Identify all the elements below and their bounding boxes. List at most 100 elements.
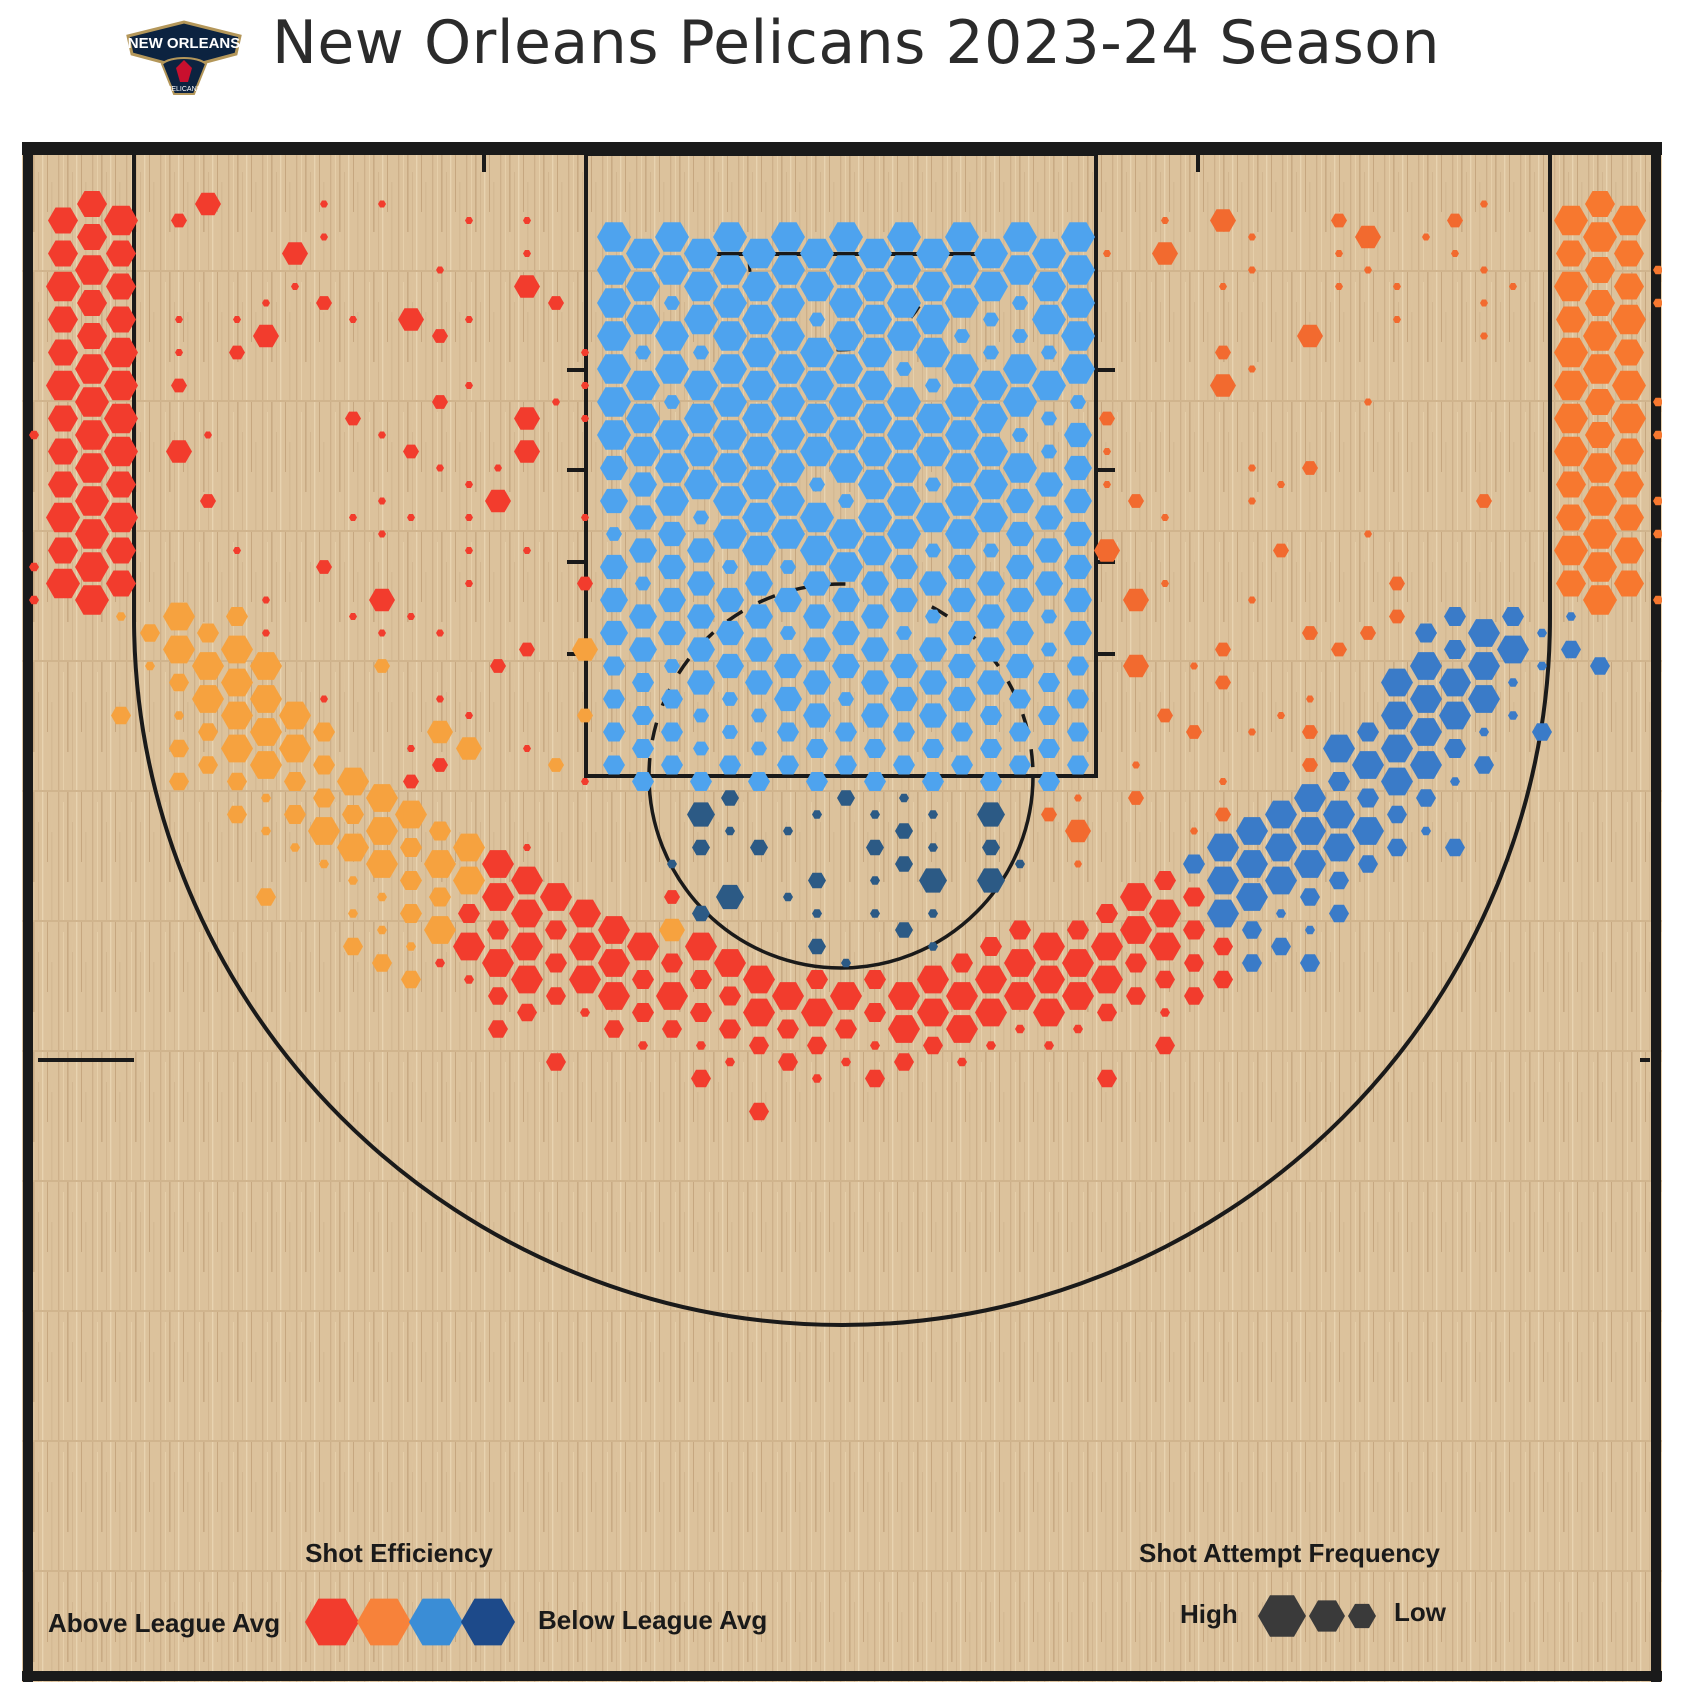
hexbin-paint [1006, 587, 1034, 613]
hexbin-paint [832, 587, 860, 613]
hexbin-left-wing [284, 805, 306, 824]
hexbin-right-wing [1590, 657, 1610, 675]
hexbin-paint [800, 238, 834, 269]
hexbin-paint [806, 739, 828, 758]
hexbin-paint [945, 387, 979, 417]
hexbin-midrange [485, 489, 511, 513]
hexbin-paint [829, 321, 863, 351]
hexbin-paint [803, 703, 831, 728]
hexbin-left-corner [77, 191, 107, 217]
hexbin-paint [916, 502, 950, 533]
hexbin-midrange [1161, 514, 1169, 521]
hexbin-top-arc [1154, 871, 1176, 890]
hexbin-paint [803, 604, 831, 629]
hexbin-top-arc [511, 965, 543, 994]
hexbin-ft [895, 823, 913, 839]
hexbin-right-corner [1583, 321, 1617, 351]
hexbin-midrange [1389, 609, 1405, 624]
hexbin-paint [893, 755, 915, 775]
hexbin-ft [895, 922, 913, 938]
hexbin-midrange [407, 613, 415, 620]
hexbin-right-wing [1236, 817, 1268, 845]
hexbin-paint [1032, 304, 1066, 335]
hexbin-paint [658, 620, 686, 646]
hexbin-ft [692, 839, 710, 856]
hexbin-paint [832, 653, 860, 679]
hexbin-paint [1012, 296, 1028, 310]
hexbin-left-wing [250, 685, 282, 713]
hexbin-paint [887, 288, 921, 318]
hexbin-top-arc [458, 904, 480, 923]
hexbin-paint [861, 670, 889, 695]
hexbin-right-corner [1612, 370, 1646, 401]
hexbin-paint [800, 337, 834, 368]
hexbin-top-arc [749, 1036, 769, 1055]
hexbin-ft [977, 868, 1005, 893]
hexbin-paint [916, 271, 950, 302]
hexbin-midrange [436, 464, 444, 472]
hexbin-top-arc [1183, 887, 1205, 907]
hexbin-top-arc [1062, 982, 1094, 1010]
hexbin-midrange [349, 514, 357, 521]
frequency-swatch [1258, 1595, 1306, 1637]
hexbin-right-corner [1583, 453, 1617, 483]
hexbin-left-corner [77, 290, 107, 316]
hexbin-paint [722, 725, 738, 739]
hexbin-right-corner [1612, 403, 1646, 434]
hexbin-ft [837, 790, 855, 806]
hexbin-paint [687, 538, 715, 563]
logo-text-top: NEW ORLEANS [128, 35, 241, 52]
hexbin-left-wing [400, 871, 422, 890]
hexbin-paint [945, 222, 979, 252]
hexbin-left-wing [226, 607, 248, 626]
hexbin-left-corner [48, 537, 78, 564]
hexbin-top-arc [807, 1036, 827, 1055]
hexbin-ft [687, 802, 715, 827]
hexbin-right-wing [1276, 909, 1286, 918]
hexbin-paint [1035, 472, 1063, 497]
hexbin-paint [980, 772, 1002, 791]
hexbin-right-corner [1583, 585, 1617, 615]
hexbin-left-wing [400, 838, 422, 857]
hexbin-midrange [345, 411, 361, 426]
hexbin-right-corner [1554, 370, 1588, 401]
hexbin-top-arc [975, 965, 1007, 994]
hexbin-paint [1006, 620, 1034, 646]
hexbin-midrange [320, 695, 328, 703]
hexbin-paint [1061, 321, 1095, 351]
hexbin-paint [777, 755, 799, 775]
hexbin-midrange [1447, 213, 1463, 228]
hexbin-paint [1038, 706, 1060, 725]
hexbin-midrange [456, 737, 482, 760]
hexbin-paint [809, 312, 825, 327]
hexbin-paint [1041, 642, 1057, 657]
hexbin-paint [925, 477, 941, 492]
hexbin-paint [864, 739, 886, 758]
hexbin-paint [774, 587, 802, 613]
hexbin-top-arc [946, 1015, 978, 1043]
hexbin-paint [600, 488, 628, 514]
hexbin-midrange [1248, 464, 1256, 472]
hexbin-paint [954, 329, 970, 343]
hexbin-right-wing [1300, 888, 1320, 906]
hexbin-top-arc [632, 1003, 654, 1022]
hexbin-midrange [465, 580, 473, 587]
hexbin-paint [629, 637, 657, 662]
hexbin-midrange [233, 316, 241, 323]
hexbin-paint [1003, 255, 1037, 285]
hexbin-left-wing [319, 859, 329, 869]
hexbin-paint [687, 604, 715, 629]
hexbin-left-wing [424, 916, 456, 944]
hexbin-paint [771, 486, 805, 516]
hexbin-top-arc [1073, 1024, 1083, 1034]
hexbin-right-wing [1410, 718, 1442, 746]
hexbin-midrange [1161, 217, 1169, 224]
hexbin-right-wing [1381, 701, 1413, 730]
hexbin-right-wing [1300, 954, 1320, 972]
hexbin-paint [716, 587, 744, 613]
hexbin-right-wing [1183, 854, 1205, 874]
hexbin-top-arc [865, 1069, 885, 1088]
hexbin-paint [1061, 288, 1095, 318]
hexbin-midrange [200, 494, 216, 508]
hexbin-right-corner [1585, 422, 1615, 448]
